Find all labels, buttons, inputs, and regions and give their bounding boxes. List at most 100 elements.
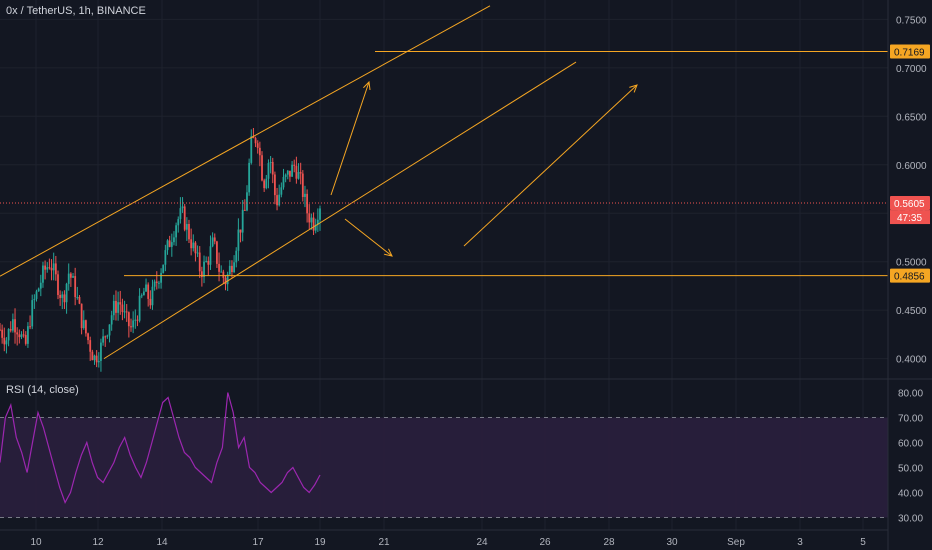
candle-body[interactable] — [46, 267, 49, 270]
candle-body[interactable] — [261, 155, 263, 181]
candle-body[interactable] — [3, 337, 6, 345]
candle-body[interactable] — [198, 252, 201, 272]
candle-body[interactable] — [209, 246, 212, 265]
candle-body[interactable] — [280, 187, 283, 195]
candle-body[interactable] — [203, 261, 205, 277]
candle-body[interactable] — [145, 284, 147, 292]
candle-body[interactable] — [149, 298, 152, 306]
candle-body[interactable] — [80, 303, 83, 329]
candle-body[interactable] — [293, 164, 296, 166]
candle-body[interactable] — [76, 297, 79, 299]
candle-body[interactable] — [207, 260, 210, 265]
candle-body[interactable] — [102, 336, 104, 343]
arrow-up-1[interactable] — [330, 81, 370, 196]
candle-body[interactable] — [63, 294, 66, 303]
candle-body[interactable] — [273, 174, 276, 196]
candle-body[interactable] — [205, 260, 208, 262]
candle-body[interactable] — [138, 295, 141, 321]
arrow-down[interactable] — [344, 218, 393, 257]
candle-body[interactable] — [297, 172, 300, 179]
candle-body[interactable] — [177, 219, 180, 226]
candle-body[interactable] — [316, 219, 319, 225]
candle-body[interactable] — [136, 319, 139, 321]
candle-body[interactable] — [155, 281, 158, 283]
candle-body[interactable] — [237, 229, 240, 251]
candle-body[interactable] — [67, 273, 70, 284]
rsi-series[interactable] — [0, 392, 321, 504]
candle-body[interactable] — [5, 340, 8, 345]
candle-body[interactable] — [69, 273, 72, 278]
candle-body[interactable] — [108, 324, 111, 336]
candle-body[interactable] — [72, 276, 74, 278]
candle-body[interactable] — [106, 335, 109, 337]
candle-body[interactable] — [39, 282, 42, 289]
candle-body[interactable] — [125, 311, 128, 313]
candle-body[interactable] — [312, 217, 315, 231]
candle-body[interactable] — [319, 208, 321, 220]
candle-body[interactable] — [121, 304, 124, 312]
arrow-up-2[interactable] — [463, 84, 638, 247]
candle-body[interactable] — [29, 326, 31, 328]
candle-body[interactable] — [276, 195, 278, 206]
candle-body[interactable] — [123, 311, 126, 313]
candle-body[interactable] — [130, 326, 132, 328]
candle-body[interactable] — [7, 329, 10, 341]
candle-body[interactable] — [243, 209, 246, 211]
candle-body[interactable] — [295, 165, 298, 179]
candle-body[interactable] — [35, 291, 38, 299]
candle-body[interactable] — [151, 286, 154, 306]
candle-body[interactable] — [0, 329, 1, 331]
candle-body[interactable] — [48, 267, 51, 269]
candle-body[interactable] — [134, 319, 137, 321]
candle-body[interactable] — [278, 194, 281, 206]
candle-body[interactable] — [192, 242, 195, 249]
candle-body[interactable] — [226, 274, 229, 285]
candle-body[interactable] — [196, 252, 199, 254]
candle-body[interactable] — [37, 288, 40, 292]
candle-body[interactable] — [24, 334, 27, 344]
candle-body[interactable] — [301, 173, 304, 198]
candle-body[interactable] — [142, 291, 145, 296]
candle-body[interactable] — [119, 302, 122, 305]
candle-body[interactable] — [91, 351, 94, 361]
candle-body[interactable] — [97, 360, 100, 363]
candle-body[interactable] — [190, 239, 193, 249]
candle-body[interactable] — [82, 320, 85, 329]
candle-body[interactable] — [166, 240, 169, 251]
candle-body[interactable] — [248, 162, 251, 193]
candle-body[interactable] — [61, 294, 64, 298]
candle-body[interactable] — [254, 138, 257, 144]
candle-body[interactable] — [179, 208, 182, 220]
candle-body[interactable] — [164, 250, 167, 265]
candle-body[interactable] — [194, 242, 197, 254]
candle-body[interactable] — [153, 281, 156, 287]
candle-body[interactable] — [224, 277, 227, 285]
candle-body[interactable] — [181, 206, 184, 209]
candle-body[interactable] — [87, 333, 89, 341]
candle-body[interactable] — [188, 223, 190, 240]
candle-body[interactable] — [104, 336, 107, 338]
candle-body[interactable] — [20, 334, 23, 338]
candle-body[interactable] — [228, 265, 231, 275]
candle-body[interactable] — [233, 262, 235, 273]
candlestick-series[interactable] — [0, 128, 321, 372]
candle-body[interactable] — [85, 320, 87, 334]
candle-body[interactable] — [304, 193, 306, 198]
candle-body[interactable] — [271, 162, 274, 175]
candle-body[interactable] — [115, 300, 117, 313]
candle-body[interactable] — [200, 271, 203, 277]
candle-body[interactable] — [291, 164, 293, 177]
candle-body[interactable] — [252, 136, 255, 139]
candle-body[interactable] — [183, 206, 186, 230]
candle-body[interactable] — [267, 163, 270, 179]
candle-body[interactable] — [222, 271, 225, 278]
candle-body[interactable] — [9, 329, 12, 331]
candle-body[interactable] — [289, 170, 291, 177]
candle-body[interactable] — [33, 298, 36, 301]
candle-body[interactable] — [31, 300, 34, 327]
candle-body[interactable] — [11, 319, 14, 331]
candle-body[interactable] — [27, 326, 29, 344]
candle-body[interactable] — [258, 147, 261, 156]
candle-body[interactable] — [162, 264, 165, 273]
